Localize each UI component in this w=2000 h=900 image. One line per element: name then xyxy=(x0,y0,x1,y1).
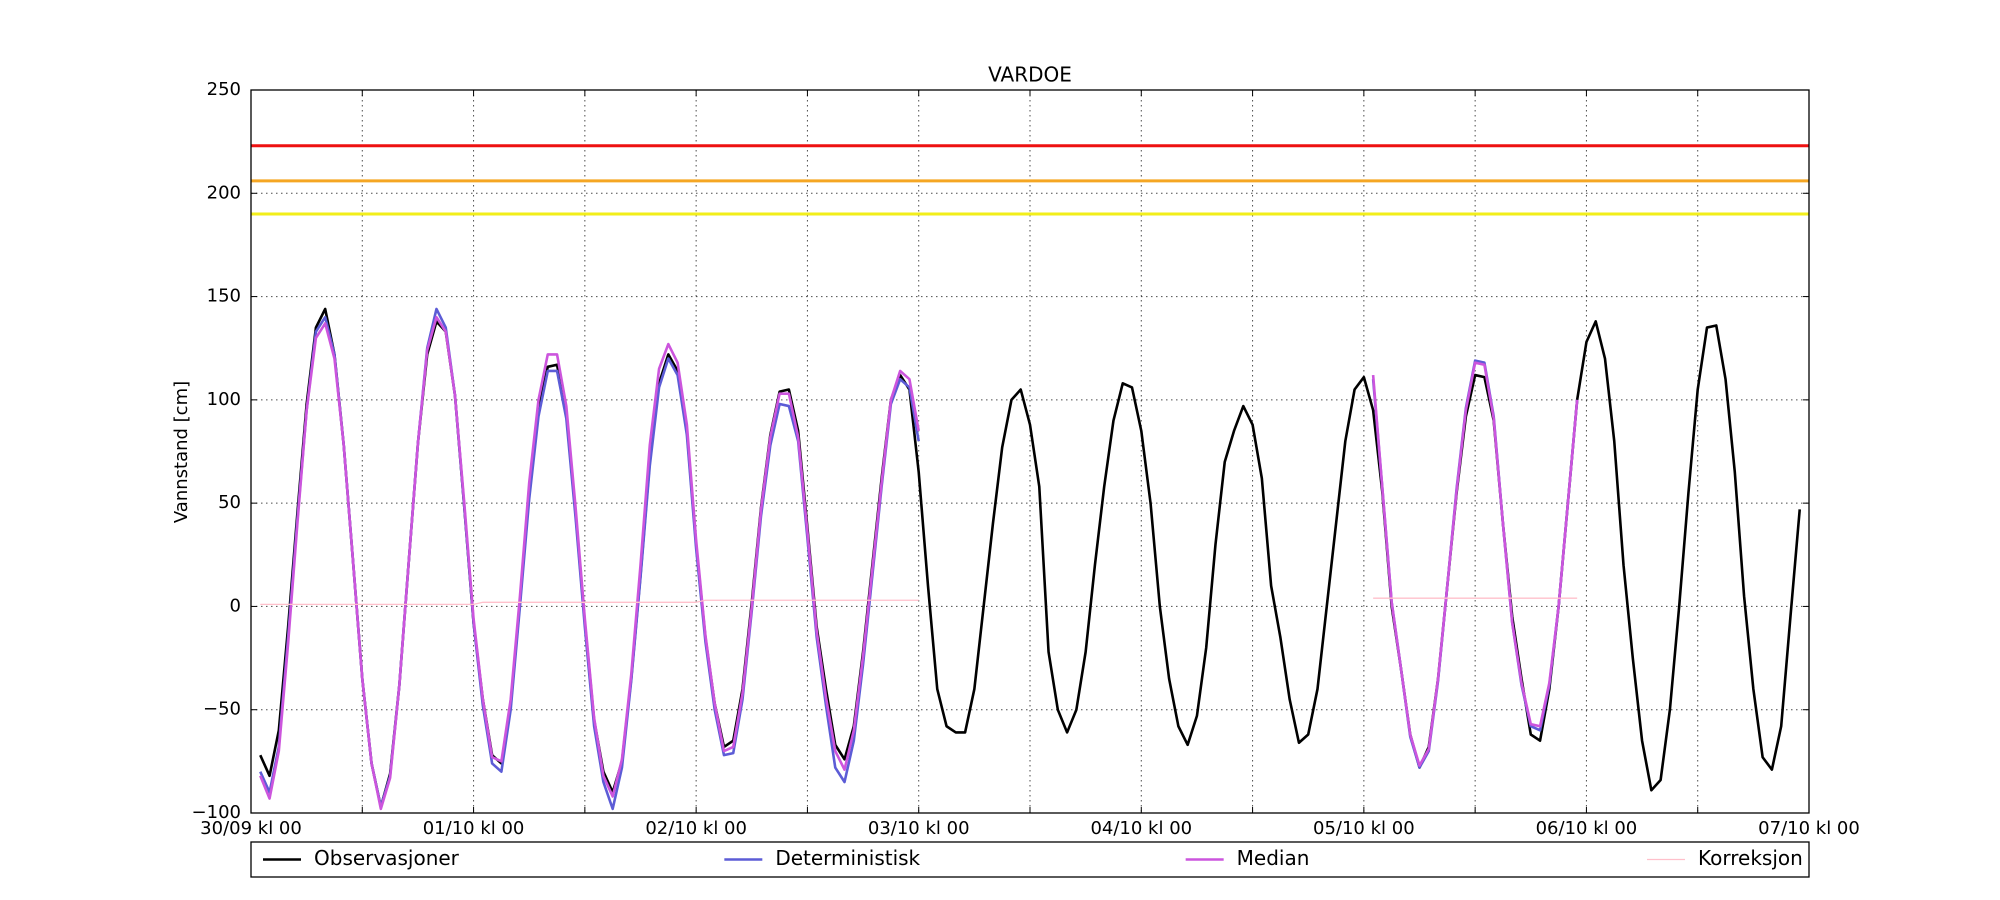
y-tick-label: −100 xyxy=(192,802,241,823)
x-tick-label: 02/10 kl 00 xyxy=(645,818,747,839)
x-tick-label: 03/10 kl 00 xyxy=(868,818,970,839)
series-line xyxy=(259,307,1579,811)
legend-box xyxy=(250,841,1810,878)
series-line xyxy=(260,597,1578,606)
y-tick-label: 250 xyxy=(207,79,241,100)
legend-label: Korreksjon xyxy=(1698,846,1803,870)
x-tick-label: 07/10 kl 00 xyxy=(1758,818,1860,839)
x-tick-label: 05/10 kl 00 xyxy=(1313,818,1415,839)
legend-label: Median xyxy=(1237,846,1310,870)
y-tick-label: 100 xyxy=(207,389,241,410)
y-tick-label: 0 xyxy=(230,595,241,616)
legend-label: Deterministisk xyxy=(775,846,920,870)
y-tick-label: 150 xyxy=(207,286,241,307)
y-tick-label: 50 xyxy=(218,492,241,513)
y-tick-label: −50 xyxy=(203,699,241,720)
chart-title: VARDOE xyxy=(988,63,1072,87)
series-line xyxy=(259,307,1802,809)
x-tick-label: 06/10 kl 00 xyxy=(1536,818,1638,839)
x-tick-label: 04/10 kl 00 xyxy=(1090,818,1192,839)
y-tick-label: 200 xyxy=(207,182,241,203)
y-axis-label: Vannstand [cm] xyxy=(171,381,192,523)
plot-frame xyxy=(250,89,1810,814)
series-line xyxy=(259,315,1579,811)
legend-label: Observasjoner xyxy=(314,846,460,870)
x-tick-label: 30/09 kl 00 xyxy=(200,818,302,839)
x-tick-label: 01/10 kl 00 xyxy=(423,818,525,839)
